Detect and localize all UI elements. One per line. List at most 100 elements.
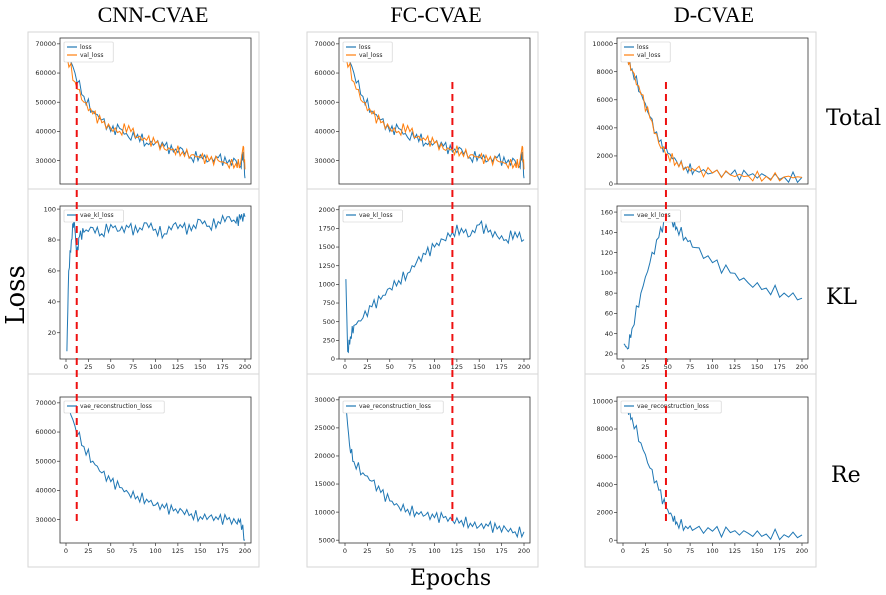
y-tick-label: 20000 — [314, 452, 335, 460]
legend: vae_reconstruction_loss — [63, 400, 165, 414]
x-tick-label: 0 — [64, 547, 68, 555]
x-tick-label: 50 — [386, 363, 394, 371]
legend-box — [620, 400, 722, 414]
x-tick-label: 100 — [706, 363, 718, 371]
series-line-vae-kl-loss — [623, 216, 803, 350]
x-tick-label: 50 — [107, 547, 115, 555]
x-tick-label: 75 — [408, 547, 416, 555]
legend-label: val_loss — [359, 52, 382, 59]
legend-label: loss — [80, 44, 92, 51]
legend-label: vae_reconstruction_loss — [80, 403, 152, 410]
panel-cnn-cvae-re: 30000 40000 50000 60000 70000 0 25 50 75 100 125 15… — [27, 373, 260, 568]
x-tick-label: 0 — [343, 547, 347, 555]
legend-label: vae_kl_loss — [637, 212, 671, 219]
y-tick-label: 2000 — [318, 206, 335, 214]
y-tick-label: 30000 — [35, 516, 56, 524]
x-tick-label: 50 — [386, 547, 394, 555]
x-tick-label: 25 — [363, 547, 371, 555]
y-tick-label: 140 — [601, 229, 613, 237]
x-tick-label: 75 — [129, 547, 137, 555]
legend-box — [63, 209, 124, 223]
y-tick-label: 0 — [609, 180, 613, 188]
x-tick-label: 200 — [518, 363, 530, 371]
x-tick-label: 50 — [107, 363, 115, 371]
y-tick-label: 10000 — [314, 508, 335, 516]
legend: vae_kl_loss — [620, 209, 681, 223]
legend-label: vae_reconstruction_loss — [637, 403, 709, 410]
series-line-vae-reconstruction-loss — [66, 402, 246, 541]
legend-box — [342, 209, 403, 223]
plot-area — [616, 37, 809, 185]
legend-label: loss — [359, 44, 371, 51]
x-tick-label: 75 — [408, 363, 416, 371]
legend-label: vae_reconstruction_loss — [359, 403, 431, 410]
x-tick-label: 200 — [796, 363, 808, 371]
panel-frame — [584, 188, 817, 375]
y-tick-label: 8000 — [596, 425, 613, 433]
x-tick-label: 200 — [239, 363, 251, 371]
x-tick-label: 125 — [172, 363, 184, 371]
x-tick-label: 150 — [194, 363, 206, 371]
series-line-vae-reconstruction-loss — [345, 405, 525, 539]
y-tick-label: 120 — [601, 249, 613, 257]
y-tick-label: 80 — [48, 236, 56, 244]
panel-frame — [27, 31, 260, 190]
panel-frame — [306, 31, 539, 190]
x-tick-label: 175 — [773, 547, 785, 555]
x-tick-label: 50 — [664, 547, 672, 555]
x-tick-label: 125 — [172, 547, 184, 555]
x-tick-label: 75 — [129, 363, 137, 371]
y-tick-label: 50000 — [314, 98, 335, 106]
y-tick-label: 6000 — [596, 453, 613, 461]
y-tick-label: 40 — [48, 298, 56, 306]
y-tick-label: 70000 — [35, 40, 56, 48]
y-tick-label: 100 — [601, 269, 613, 277]
col-title-cnn-cvae: CNN-CVAE — [97, 2, 209, 27]
x-tick-label: 175 — [773, 363, 785, 371]
x-tick-label: 0 — [343, 363, 347, 371]
y-tick-label: 70000 — [35, 399, 56, 407]
panel-cnn-cvae-kl: 20 40 60 80 100 0 25 50 75 100 125 150 175 200 vae_kl_… — [27, 188, 260, 375]
plot-area — [59, 37, 252, 185]
x-tick-label: 200 — [518, 547, 530, 555]
x-tick-label: 150 — [194, 547, 206, 555]
y-tick-label: 1250 — [318, 262, 335, 270]
y-tick-label: 60 — [48, 267, 56, 275]
y-tick-label: 60000 — [35, 428, 56, 436]
legend-label: val_loss — [637, 52, 660, 59]
col-title-fc-cvae: FC-CVAE — [390, 2, 482, 27]
x-tick-label: 100 — [149, 363, 161, 371]
x-tick-label: 150 — [473, 547, 485, 555]
x-tick-label: 25 — [84, 547, 92, 555]
legend-label: vae_kl_loss — [359, 212, 393, 219]
y-tick-label: 40 — [605, 330, 613, 338]
row-label-re: Re — [831, 463, 861, 488]
legend: vae_reconstruction_loss — [342, 400, 444, 414]
plot-area — [338, 37, 531, 185]
x-tick-label: 75 — [686, 363, 694, 371]
x-tick-label: 150 — [751, 363, 763, 371]
x-tick-label: 25 — [641, 547, 649, 555]
x-tick-label: 0 — [64, 363, 68, 371]
col-title-d-cvae: D-CVAE — [673, 2, 755, 27]
x-tick-label: 175 — [495, 363, 507, 371]
panel-fc-cvae-re: 5000 10000 15000 20000 25000 30000 0 25 50 75 100 1… — [306, 373, 539, 568]
x-tick-label: 100 — [428, 363, 440, 371]
x-tick-label: 175 — [495, 547, 507, 555]
series-line-val-loss — [66, 55, 246, 170]
x-tick-label: 200 — [796, 547, 808, 555]
series-line-val-loss — [345, 55, 525, 170]
y-tick-label: 500 — [323, 318, 335, 326]
y-tick-label: 6000 — [596, 96, 613, 104]
x-tick-label: 150 — [473, 363, 485, 371]
y-tick-label: 8000 — [596, 68, 613, 76]
y-tick-label: 40000 — [35, 487, 56, 495]
panel-frame — [27, 188, 260, 375]
panel-d-cvae-re: 0 2000 4000 6000 8000 10000 0 25 50 75 100 125 150 17… — [584, 373, 817, 568]
y-tick-label: 5000 — [318, 536, 335, 544]
